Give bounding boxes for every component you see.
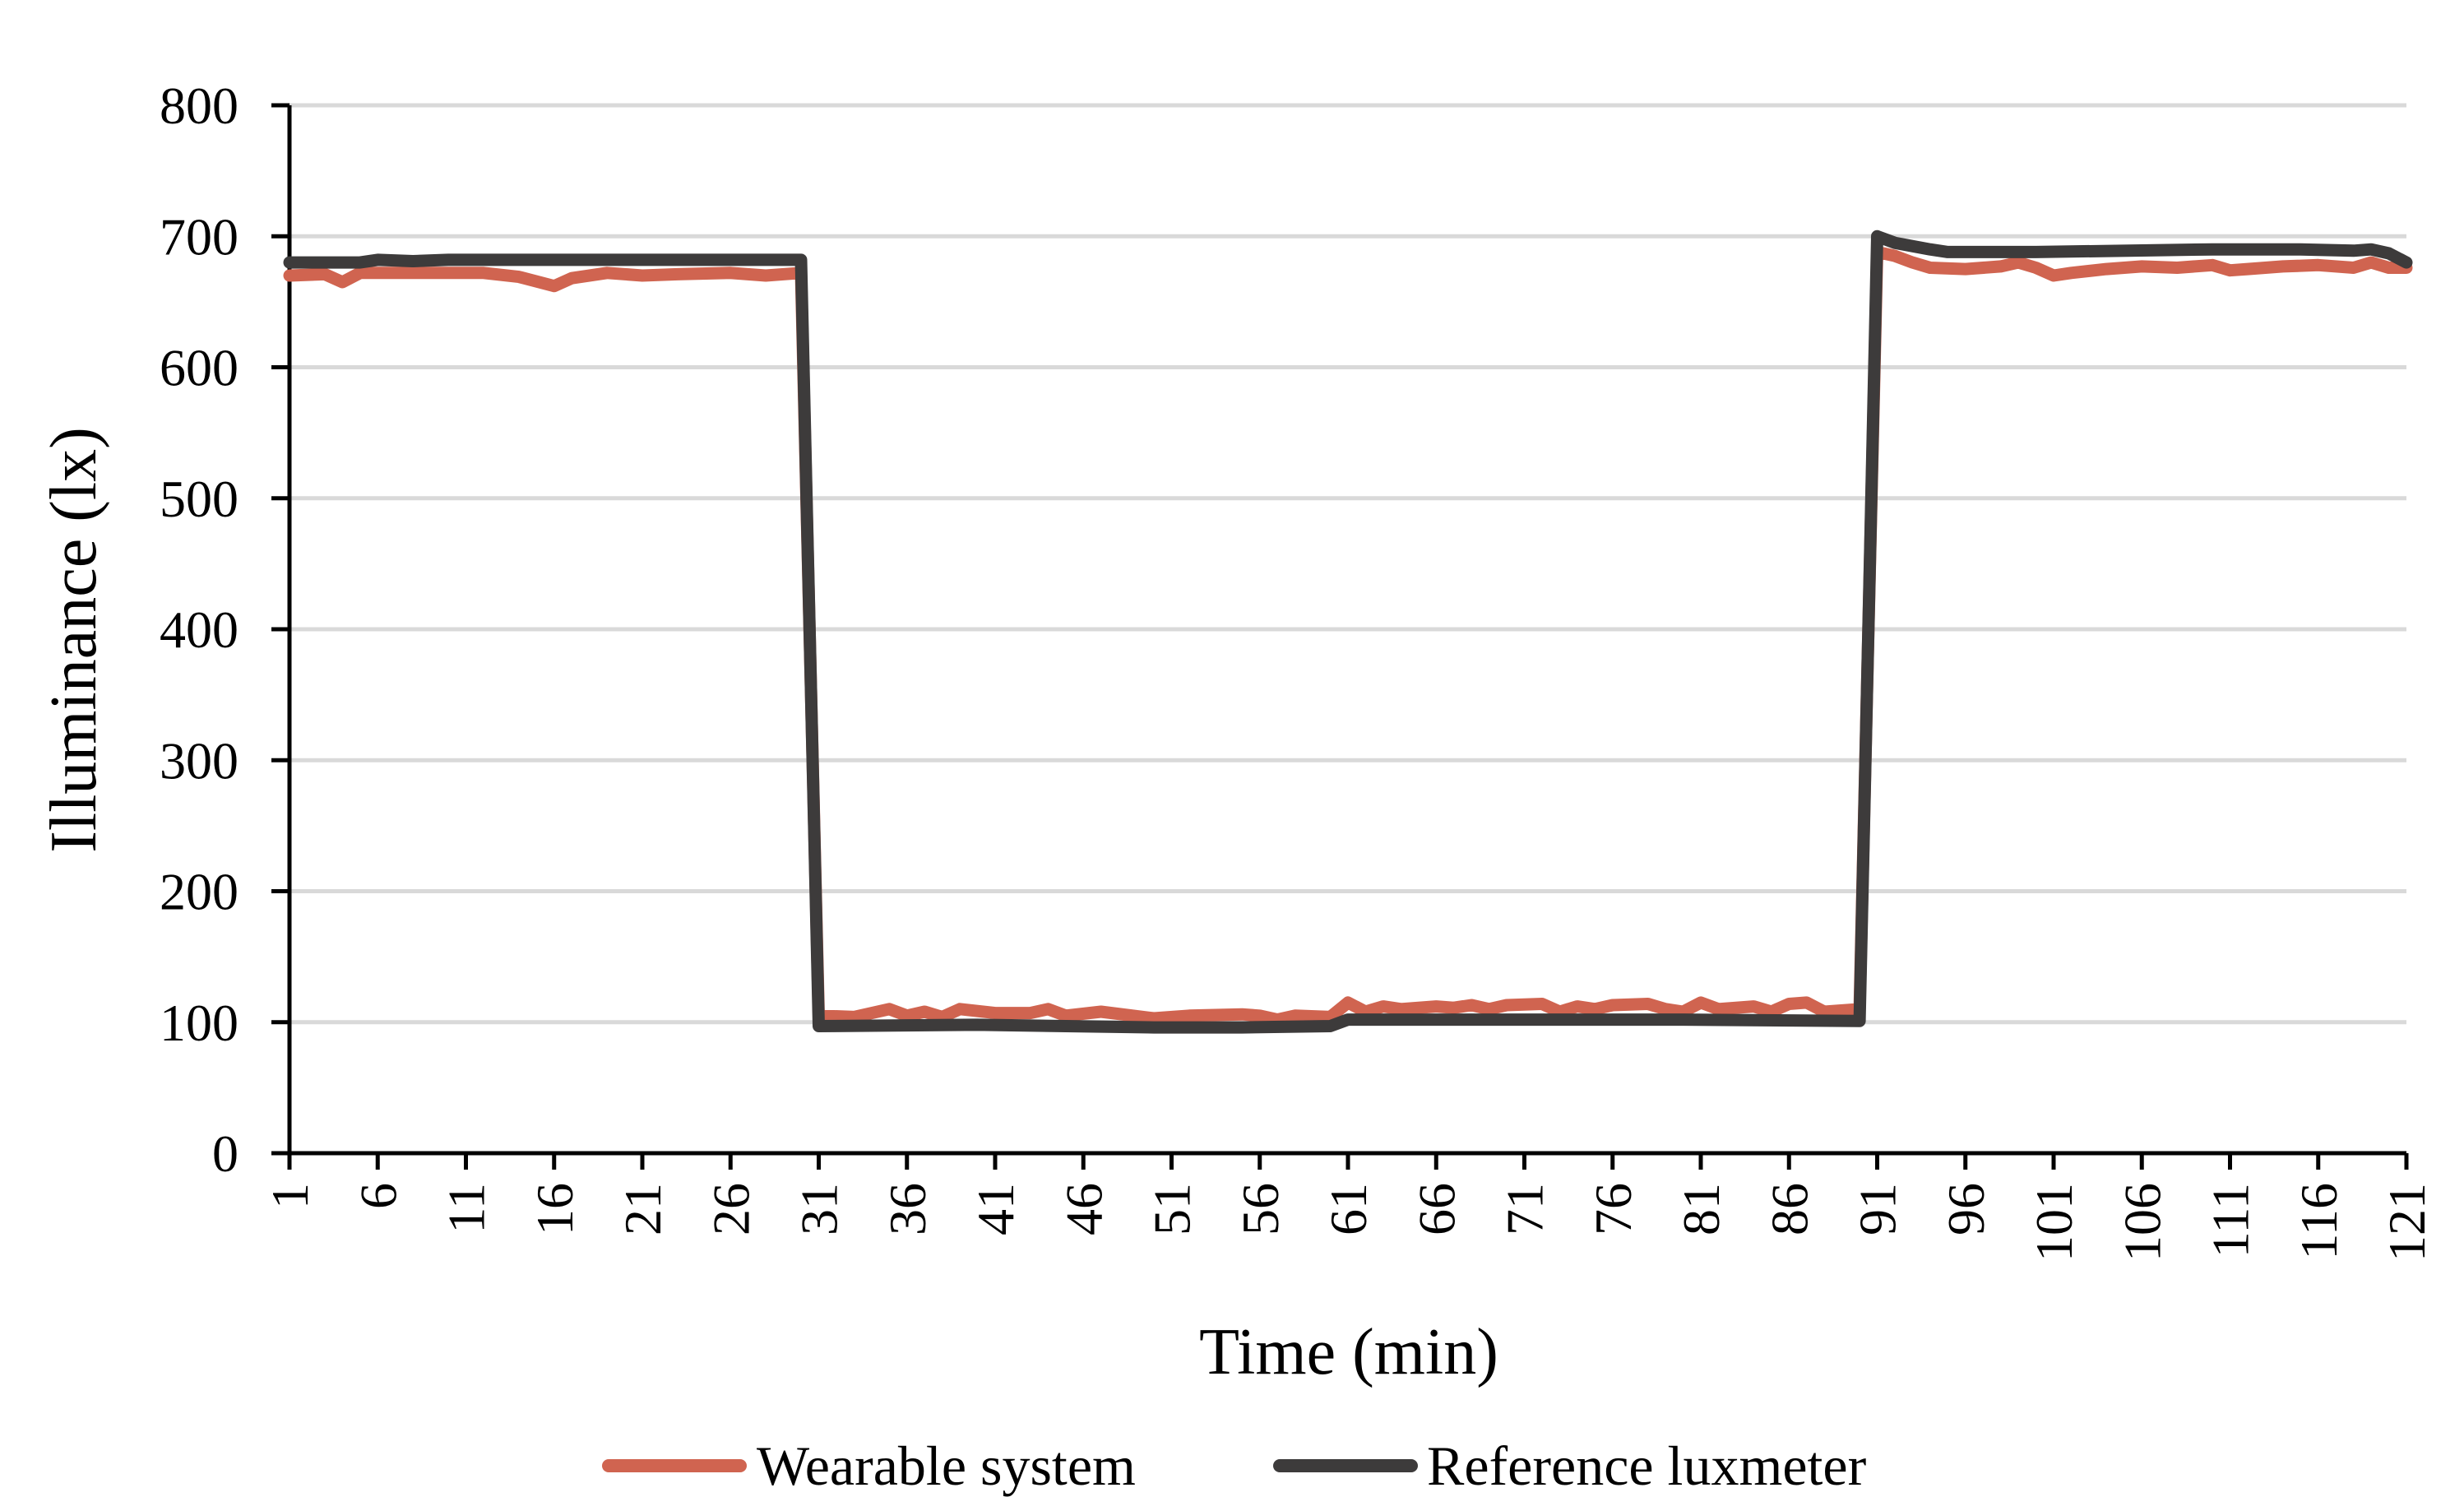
x-tick-label-21: 21: [614, 1183, 672, 1235]
x-tick-label-76: 76: [1584, 1183, 1642, 1235]
x-tick-label-16: 16: [526, 1183, 584, 1235]
x-tick-label-31: 31: [790, 1183, 849, 1235]
x-tick-label-51: 51: [1143, 1183, 1202, 1235]
axes: [271, 103, 2409, 1170]
legend-label-wearable-system: Wearable system: [757, 1434, 1136, 1497]
x-tick-label-106: 106: [2113, 1183, 2171, 1262]
x-tick-label-41: 41: [966, 1183, 1025, 1235]
x-tick-label-56: 56: [1231, 1183, 1290, 1235]
series-lines: [283, 229, 2413, 1034]
legend-label-reference-luxmeter: Reference luxmeter: [1427, 1434, 1867, 1497]
x-tick-label-26: 26: [702, 1183, 760, 1235]
y-tick-labels: 0 100 200 300 400 500 600 700 800: [160, 76, 239, 1183]
x-tick-label-6: 6: [349, 1183, 407, 1209]
x-tick-label-36: 36: [878, 1183, 937, 1235]
y-tick-label-0: 0: [212, 1124, 239, 1183]
y-tick-label-800: 800: [160, 76, 239, 135]
y-tick-label-200: 200: [160, 863, 239, 921]
x-tick-label-96: 96: [1937, 1183, 1995, 1235]
x-tick-label-86: 86: [1760, 1183, 1818, 1235]
x-tick-label-11: 11: [438, 1183, 496, 1234]
y-axis-title: Illuminance (lx): [38, 427, 110, 853]
x-tick-label-116: 116: [2290, 1183, 2348, 1260]
legend: Wearable system Reference luxmeter: [602, 1434, 1867, 1497]
x-tick-label-111: 111: [2202, 1183, 2260, 1258]
x-tick-label-46: 46: [1054, 1183, 1113, 1235]
x-tick-label-61: 61: [1319, 1183, 1378, 1235]
x-tick-label-101: 101: [2025, 1183, 2083, 1262]
y-tick-label-400: 400: [160, 600, 239, 659]
y-tick-label-700: 700: [160, 207, 239, 266]
series-line-wearable-system: [283, 245, 2413, 1027]
y-tick-label-300: 300: [160, 731, 239, 790]
x-axis-title: Time (min): [1199, 1316, 1498, 1388]
series-line-reference-luxmeter: [283, 229, 2413, 1034]
x-tick-label-121: 121: [2378, 1183, 2436, 1262]
x-tick-label-66: 66: [1407, 1183, 1466, 1235]
x-tick-labels: 1 6 11 16 21 26 31 36 41 46 51 56 61 66 71 76 81 86 91 96 10…: [261, 1183, 2436, 1262]
x-tick-label-71: 71: [1496, 1183, 1554, 1235]
x-tick-label-1: 1: [261, 1183, 319, 1209]
x-tick-label-81: 81: [1672, 1183, 1730, 1235]
x-tick-label-91: 91: [1849, 1183, 1907, 1235]
y-tick-label-600: 600: [160, 339, 239, 397]
y-tick-label-500: 500: [160, 470, 239, 528]
gridlines: [289, 103, 2406, 1025]
y-tick-label-100: 100: [160, 994, 239, 1052]
